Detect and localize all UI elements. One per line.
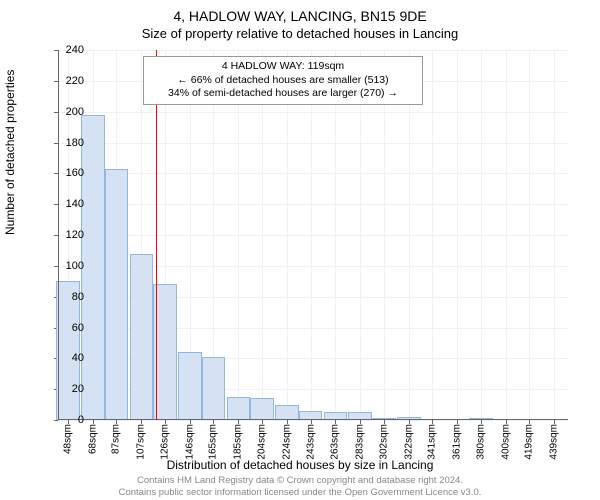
x-tick-label: 341sqm bbox=[427, 424, 438, 460]
y-tick-label: 200 bbox=[54, 106, 84, 118]
x-tick-label: 107sqm bbox=[136, 424, 147, 460]
y-tick-label: 100 bbox=[54, 260, 84, 272]
y-tick-label: 120 bbox=[54, 229, 84, 241]
annotation-box: 4 HADLOW WAY: 119sqm ← 66% of detached h… bbox=[143, 56, 423, 105]
x-tick-label: 361sqm bbox=[452, 424, 463, 460]
chart-subtitle: Size of property relative to detached ho… bbox=[0, 24, 600, 41]
x-tick-label: 263sqm bbox=[330, 424, 341, 460]
x-tick-label: 68sqm bbox=[87, 424, 98, 454]
x-tick-label: 283sqm bbox=[355, 424, 366, 460]
highlight-vline bbox=[156, 50, 157, 420]
y-tick-label: 60 bbox=[54, 322, 84, 334]
axis-frame bbox=[58, 50, 568, 420]
x-tick-label: 302sqm bbox=[378, 424, 389, 460]
x-tick-label: 243sqm bbox=[305, 424, 316, 460]
x-tick-label: 322sqm bbox=[403, 424, 414, 460]
footer-line2: Contains public sector information licen… bbox=[0, 487, 600, 498]
y-tick-label: 20 bbox=[54, 383, 84, 395]
y-tick-label: 40 bbox=[54, 352, 84, 364]
chart-container: 4, HADLOW WAY, LANCING, BN15 9DE Size of… bbox=[0, 0, 600, 500]
y-tick-label: 80 bbox=[54, 291, 84, 303]
y-axis-label: Number of detached properties bbox=[3, 70, 17, 235]
y-tick-label: 180 bbox=[54, 137, 84, 149]
x-tick-label: 126sqm bbox=[159, 424, 170, 460]
x-tick-label: 380sqm bbox=[475, 424, 486, 460]
page-title: 4, HADLOW WAY, LANCING, BN15 9DE bbox=[0, 0, 600, 24]
x-tick-label: 400sqm bbox=[500, 424, 511, 460]
annotation-line3: 34% of semi-detached houses are larger (… bbox=[150, 87, 416, 101]
x-tick-label: 439sqm bbox=[549, 424, 560, 460]
x-axis-label: Distribution of detached houses by size … bbox=[0, 458, 600, 472]
y-tick-label: 140 bbox=[54, 198, 84, 210]
footer-line1: Contains HM Land Registry data © Crown c… bbox=[0, 475, 600, 486]
y-tick-label: 220 bbox=[54, 75, 84, 87]
x-tick-label: 185sqm bbox=[233, 424, 244, 460]
x-tick-label: 224sqm bbox=[281, 424, 292, 460]
x-tick-label: 165sqm bbox=[208, 424, 219, 460]
y-tick-label: 160 bbox=[54, 167, 84, 179]
x-tick-label: 204sqm bbox=[257, 424, 268, 460]
x-tick-label: 419sqm bbox=[524, 424, 535, 460]
y-tick-label: 240 bbox=[54, 44, 84, 56]
plot-area: 4 HADLOW WAY: 119sqm ← 66% of detached h… bbox=[58, 50, 568, 420]
x-tick-label: 146sqm bbox=[184, 424, 195, 460]
x-tick-label: 87sqm bbox=[111, 424, 122, 454]
x-tick-label: 48sqm bbox=[62, 424, 73, 454]
annotation-line2: ← 66% of detached houses are smaller (51… bbox=[150, 74, 416, 88]
annotation-line1: 4 HADLOW WAY: 119sqm bbox=[150, 60, 416, 74]
